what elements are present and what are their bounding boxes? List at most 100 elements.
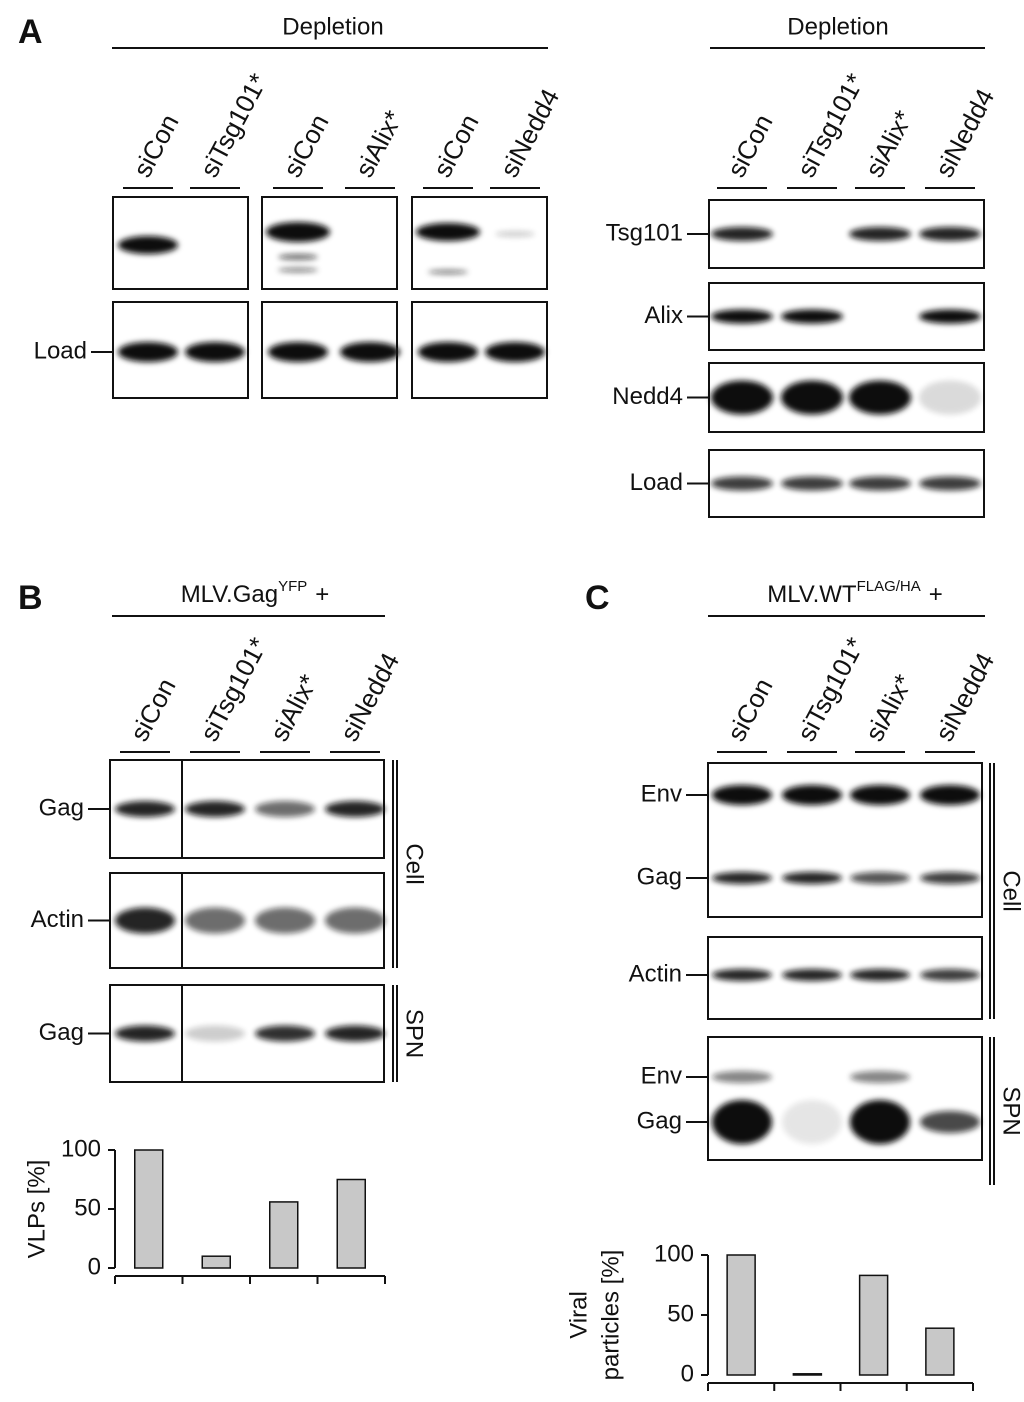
blot [261,196,398,290]
band [919,227,981,241]
y-tick-label: 100 [61,1135,101,1162]
band [850,1071,910,1083]
y-axis-label: Viral [565,1291,592,1339]
band [781,380,843,415]
band [278,254,318,260]
lane-label: siNedd4 [334,648,405,746]
band [850,872,910,884]
band [920,872,980,884]
lane-label: siTsg101* [791,632,870,746]
band [418,342,478,362]
header-sup: FLAG/HA [857,578,921,595]
bar [925,1327,955,1376]
lane-label: siTsg101* [194,68,273,182]
row-label: Gag [39,794,84,821]
band [849,476,911,491]
band [849,227,911,241]
y-tick-label: 100 [654,1240,694,1267]
lane-label: siCon [127,109,185,182]
band [115,907,175,934]
band [850,1100,910,1144]
bar [792,1373,823,1376]
row-label: Actin [31,906,84,933]
panel-label: B [18,579,43,617]
lane-label: siTsg101* [791,68,870,182]
lane-label: siCon [721,109,779,182]
blot [411,196,548,290]
row-label: Actin [629,960,682,987]
band [268,342,328,362]
y-tick-label: 0 [681,1360,694,1387]
band [255,801,315,817]
band [115,1025,175,1042]
band [266,222,330,242]
band [781,476,843,491]
band [711,380,773,415]
band [919,380,981,415]
band [712,872,772,884]
lane-label: siAlix* [859,105,919,182]
row-label: Gag [637,1107,682,1134]
band [712,785,772,805]
y-axis-label: VLPs [%] [23,1160,50,1259]
header-suffix: + [929,581,943,608]
group-label: Cell [998,870,1024,911]
band [185,342,245,362]
band [920,785,980,805]
band [781,309,843,324]
lane-label: siCon [721,673,779,746]
header-suffix: + [315,581,329,608]
lane-label: siNedd4 [494,84,565,182]
header: Depletion [282,13,383,40]
lane-label: siCon [124,673,182,746]
panel-label: C [585,579,610,617]
band [711,476,773,491]
band [428,269,468,275]
lane-label: siCon [277,109,335,182]
bar [269,1201,299,1269]
band [325,907,385,934]
band [340,342,400,362]
lane-label: siAlix* [349,105,409,182]
band [325,1025,385,1042]
band [485,342,545,362]
y-tick-label: 50 [74,1194,101,1221]
bar [726,1254,756,1376]
blot [112,196,249,290]
band [278,267,318,273]
band [920,969,980,981]
row-label: Alix [644,302,683,329]
lane-label: siAlix* [859,669,919,746]
header-text: MLV.Gag [181,581,278,608]
band [711,227,773,241]
band [849,380,911,415]
row-label: Env [641,1062,682,1089]
header-text: MLV.WT [767,581,857,608]
lane-label: siNedd4 [929,648,1000,746]
band [712,1071,772,1083]
y-axis-label: particles [%] [597,1250,624,1381]
band [416,223,480,241]
row-label: Tsg101 [606,219,683,246]
row-label: Gag [39,1019,84,1046]
row-label: Load [34,337,87,364]
row-label: Nedd4 [612,383,683,410]
band [118,342,178,362]
band [255,907,315,934]
band [712,969,772,981]
row-label: Load [630,469,683,496]
header: MLV.WTFLAG/HA + [767,578,943,608]
band [115,801,175,817]
y-tick-label: 0 [88,1253,101,1280]
y-tick-label: 50 [667,1300,694,1327]
band [850,969,910,981]
band [185,801,245,817]
band [185,907,245,934]
group-label: SPN [998,1086,1024,1135]
band [782,785,842,805]
group-label: Cell [401,843,428,884]
bar [336,1178,366,1269]
bar [134,1149,164,1269]
lane-label: siTsg101* [194,632,273,746]
